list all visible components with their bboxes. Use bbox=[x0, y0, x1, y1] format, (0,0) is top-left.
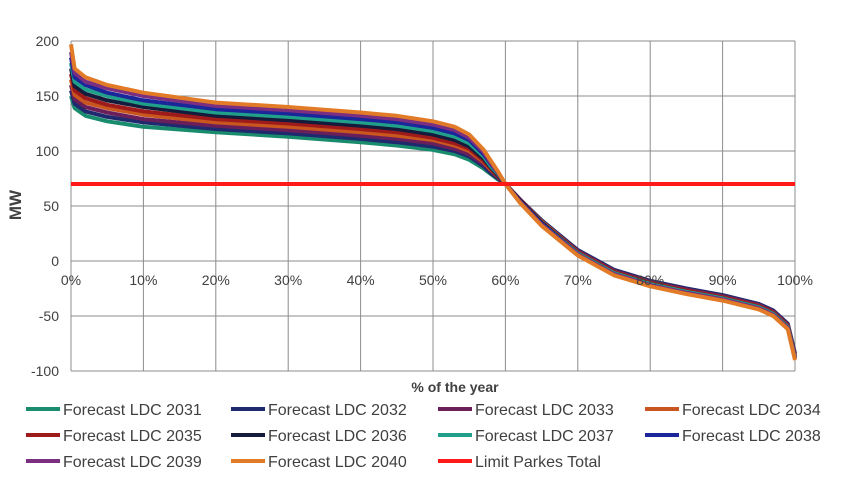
y-tick-label: -50 bbox=[39, 308, 59, 324]
legend-label: Forecast LDC 2036 bbox=[268, 428, 407, 445]
legend-label: Limit Parkes Total bbox=[475, 454, 601, 471]
x-tick-label: 20% bbox=[202, 272, 230, 288]
x-tick-label: 30% bbox=[274, 272, 302, 288]
x-tick-label: 40% bbox=[347, 272, 375, 288]
y-tick-label: 0 bbox=[51, 253, 59, 269]
legend-label: Forecast LDC 2037 bbox=[475, 428, 614, 445]
y-tick-label: 200 bbox=[36, 33, 60, 49]
tick-labels: -100 -50 0 50 100 150 200 0% 10% 20% 30% 40% 50% 60% 7… bbox=[31, 33, 813, 379]
legend-label: Forecast LDC 2033 bbox=[475, 402, 614, 419]
grid bbox=[70, 40, 796, 372]
x-tick-label: 100% bbox=[777, 272, 813, 288]
legend-label: Forecast LDC 2031 bbox=[63, 402, 202, 419]
series-line bbox=[69, 44, 797, 361]
legend-label: Forecast LDC 2035 bbox=[63, 428, 202, 445]
y-tick-label: 150 bbox=[36, 88, 60, 104]
x-tick-label: 0% bbox=[61, 272, 81, 288]
legend-label: Forecast LDC 2038 bbox=[682, 428, 821, 445]
legend: Forecast LDC 2031 Forecast LDC 2032 Foreca… bbox=[26, 402, 821, 471]
y-axis-title: MW bbox=[6, 189, 25, 220]
series-layer bbox=[69, 44, 797, 361]
legend-label: Forecast LDC 2034 bbox=[682, 402, 821, 419]
x-tick-label: 10% bbox=[129, 272, 157, 288]
x-tick-label: 90% bbox=[709, 272, 737, 288]
y-tick-label: -100 bbox=[31, 363, 59, 379]
x-tick-label: 80% bbox=[636, 272, 664, 288]
x-tick-label: 70% bbox=[564, 272, 592, 288]
x-axis-title: % of the year bbox=[411, 379, 499, 395]
y-tick-label: 100 bbox=[36, 143, 60, 159]
x-tick-label: 60% bbox=[491, 272, 519, 288]
legend-label: Forecast LDC 2032 bbox=[268, 402, 407, 419]
legend-label: Forecast LDC 2039 bbox=[63, 454, 202, 471]
legend-label: Forecast LDC 2040 bbox=[268, 454, 407, 471]
y-tick-label: 50 bbox=[43, 198, 59, 214]
x-tick-label: 50% bbox=[419, 272, 447, 288]
